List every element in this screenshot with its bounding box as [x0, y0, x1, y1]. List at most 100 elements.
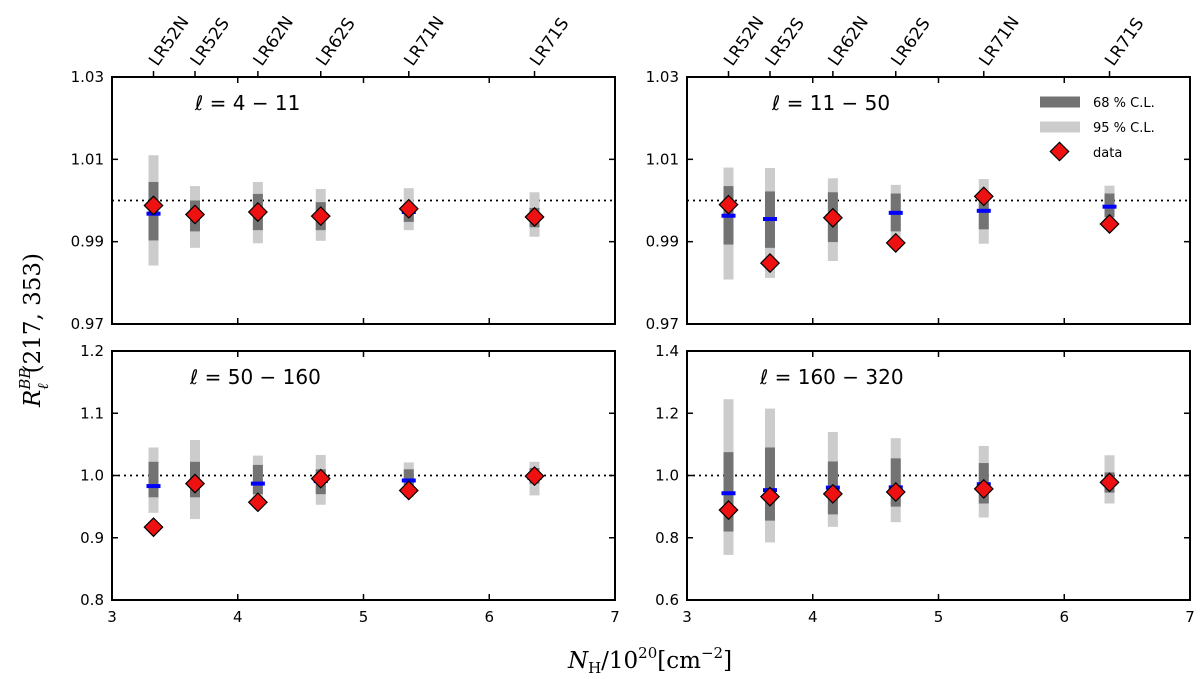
y-tick-label: 0.9 — [80, 529, 104, 547]
data-point — [1099, 472, 1120, 493]
x-tick-label: 5 — [934, 608, 944, 626]
region-label-LR62S: LR62S — [312, 14, 359, 69]
y-axis-subscript: ℓ — [34, 383, 52, 389]
legend-data-marker — [1049, 141, 1070, 162]
region-label-LR52S: LR52S — [762, 14, 809, 69]
panel-ell-label: ℓ = 4 − 11 — [194, 91, 300, 115]
region-label-LR52S: LR52S — [187, 14, 234, 69]
y-tick-label: 1.01 — [646, 150, 679, 168]
data-point — [1099, 213, 1120, 235]
y-tick-label: 1.0 — [655, 467, 679, 485]
legend-cl68-label: 68 % C.L. — [1093, 96, 1155, 111]
region-label-LR62N: LR62N — [250, 13, 298, 70]
data-point — [184, 473, 206, 494]
y-tick-label: 1.01 — [71, 150, 104, 168]
x-tick-label: 4 — [233, 608, 243, 626]
region-label-LR52N: LR52N — [145, 13, 193, 70]
y-tick-label: 1.03 — [646, 68, 679, 86]
cl68-bar — [148, 461, 159, 498]
x-tick-label: 3 — [682, 608, 692, 626]
panel-2: 1.03 1.01 0.99 0.97 ℓ = 11 − 50 — [646, 68, 1191, 333]
region-label-LR52N: LR52N — [720, 13, 768, 70]
data-point — [759, 486, 781, 507]
data-point — [524, 466, 545, 487]
legend: 68 % C.L. 95 % C.L. data — [1040, 96, 1155, 162]
y-axis-title: RBBℓ (217, 353) — [16, 253, 52, 408]
x-tick-label: 6 — [1059, 608, 1069, 626]
y-tick-label: 0.8 — [80, 591, 104, 609]
region-label-LR71S: LR71S — [526, 14, 573, 69]
data-point — [718, 500, 739, 521]
svg-text:NH/1020[cm−2]: NH/1020[cm−2] — [567, 644, 732, 677]
y-axis-args: (217, 353) — [20, 253, 46, 373]
panel-4: 1.4 1.2 1.0 0.8 0.63 4 5 6 7 ℓ = 160 − 320 — [655, 342, 1195, 626]
data-point — [822, 483, 843, 504]
y-axis-symbol: R — [20, 390, 46, 408]
panel-ell-label: ℓ = 50 − 160 — [189, 365, 321, 389]
cl68-bar — [252, 464, 263, 495]
region-label-LR62N: LR62N — [825, 13, 873, 70]
x-axis-unit-close: ] — [723, 648, 732, 674]
panel-ell-label: ℓ = 11 − 50 — [771, 91, 890, 115]
y-tick-label: 1.4 — [655, 342, 679, 360]
svg-text:RBBℓ(217, 353): RBBℓ (217, 353) — [16, 253, 52, 408]
y-tick-label: 1.03 — [71, 68, 104, 86]
x-axis-subscript: H — [588, 659, 601, 677]
y-tick-label: 0.99 — [646, 233, 679, 251]
x-tick-label: 6 — [484, 608, 494, 626]
data-point — [973, 478, 994, 499]
cl68-bar — [978, 198, 989, 230]
y-tick-label: 0.99 — [71, 233, 104, 251]
region-label-LR71N: LR71N — [975, 13, 1023, 70]
data-point — [524, 206, 545, 228]
data-point — [759, 253, 781, 274]
y-tick-label: 0.97 — [646, 315, 679, 333]
x-tick-label: 3 — [107, 608, 117, 626]
y-tick-label: 0.6 — [655, 591, 679, 609]
x-axis-symbol: N — [567, 648, 589, 674]
data-point — [885, 232, 906, 253]
x-axis-unit: [cm — [657, 648, 701, 674]
data-point — [247, 201, 268, 223]
region-label-LR62S: LR62S — [887, 14, 934, 69]
data-point — [718, 194, 739, 215]
y-tick-label: 1.2 — [655, 404, 679, 422]
y-tick-label: 0.97 — [71, 315, 104, 333]
data-point — [310, 206, 331, 227]
panel-3: 1.2 1.1 1.0 0.9 0.83 4 5 6 7 ℓ = 50 − 160 — [80, 342, 620, 626]
data-point — [973, 186, 994, 207]
data-point — [143, 517, 164, 538]
x-tick-label: 4 — [808, 608, 818, 626]
legend-data-label: data — [1093, 146, 1122, 161]
legend-cl95-label: 95 % C.L. — [1093, 121, 1155, 136]
data-point — [398, 480, 419, 501]
y-tick-label: 1.0 — [80, 467, 104, 485]
data-point — [143, 195, 164, 216]
data-point — [247, 492, 268, 513]
x-tick-label: 7 — [1185, 608, 1195, 626]
region-label-LR71N: LR71N — [400, 13, 448, 70]
cl68-bar — [764, 447, 775, 521]
x-axis-unit-exponent: −2 — [701, 644, 723, 662]
y-tick-label: 1.1 — [80, 404, 104, 422]
x-axis-exponent: 20 — [638, 644, 657, 662]
data-point — [184, 204, 206, 225]
y-tick-label: 1.2 — [80, 342, 104, 360]
data-point — [398, 198, 419, 219]
x-axis-title: NH/1020[cm−2] — [567, 644, 732, 677]
y-tick-label: 0.8 — [655, 529, 679, 547]
panel-1: 1.03 1.01 0.99 0.97 ℓ = 4 − 11 — [71, 68, 616, 333]
panel-ell-label: ℓ = 160 − 320 — [759, 365, 904, 389]
x-tick-label: 7 — [610, 608, 620, 626]
data-point — [885, 481, 906, 503]
x-axis-divisor: /10 — [601, 648, 638, 674]
data-point — [310, 468, 331, 489]
region-label-LR71S: LR71S — [1101, 14, 1148, 69]
y-axis-superscript: BB — [16, 368, 34, 391]
panels: 1.031.010.990.97ℓ = 4 − 111.031.010.990.… — [71, 68, 1195, 626]
data-point — [822, 207, 843, 228]
x-tick-label: 5 — [359, 608, 369, 626]
